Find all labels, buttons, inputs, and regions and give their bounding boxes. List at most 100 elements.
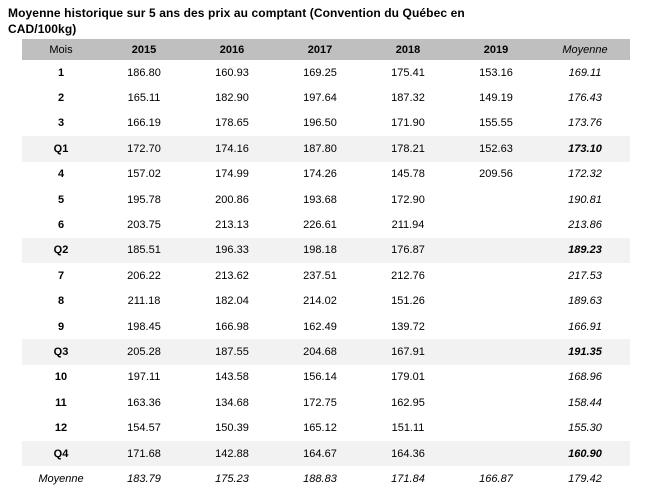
average-cell: 217.53 [568, 269, 602, 282]
value-cell: 171.90 [391, 117, 425, 130]
value-cell [452, 365, 540, 390]
table-row-1: 1 186.80 160.93 169.25 175.41 153.16 169.11 [22, 60, 630, 85]
value-cell: 157.02 [127, 168, 161, 181]
value-cell: 151.26 [391, 295, 425, 308]
row-label: Q1 [22, 136, 100, 162]
value-cell: 174.16 [188, 136, 276, 162]
value-cell: 172.70 [100, 136, 188, 162]
value-cell: 176.87 [364, 237, 452, 264]
average-cell: 166.91 [568, 320, 602, 333]
column-header-2015: 2015 [100, 39, 188, 60]
average-cell: 189.63 [568, 295, 602, 308]
table-row-3: 3 166.19 178.65 196.50 171.90 155.55 173.76 [22, 111, 630, 136]
value-cell: 198.18 [276, 237, 364, 264]
page-title-line2: CAD/100kg) [8, 21, 77, 36]
value-cell: 163.36 [127, 396, 161, 409]
value-cell: 197.64 [303, 92, 337, 105]
value-cell: 134.68 [215, 396, 249, 409]
average-cell: 190.81 [568, 193, 602, 206]
value-cell: 196.50 [303, 117, 337, 130]
row-label: 10 [54, 371, 68, 384]
page-title-line1: Moyenne historique sur 5 ans des prix au… [8, 6, 465, 20]
value-cell: 175.23 [215, 472, 249, 485]
value-cell: 237.51 [303, 269, 337, 282]
table-row-q2: Q2 185.51 196.33 198.18 176.87 189.23 [22, 237, 630, 264]
value-cell [452, 212, 540, 237]
average-cell: 160.90 [540, 440, 630, 467]
value-cell: 152.63 [452, 136, 540, 162]
value-cell: 206.22 [127, 269, 161, 282]
value-cell: 166.19 [127, 117, 161, 130]
value-cell [452, 339, 540, 365]
value-cell: 154.57 [127, 422, 161, 435]
table-row-q1: Q1 172.70 174.16 187.80 178.21 152.63 173.10 [22, 136, 630, 162]
value-cell: 150.39 [215, 422, 249, 435]
average-cell: 179.42 [568, 472, 602, 485]
row-label: 11 [55, 396, 67, 409]
row-label: 9 [57, 320, 65, 333]
row-label: Q3 [22, 339, 100, 365]
row-label: 12 [54, 422, 68, 435]
average-cell: 189.23 [540, 237, 630, 264]
table-row-10: 10 197.11 143.58 156.14 179.01 168.96 [22, 365, 630, 390]
row-label: 5 [57, 193, 65, 206]
column-header-2019: 2019 [452, 39, 540, 60]
value-cell: 143.58 [215, 371, 249, 384]
value-cell: 162.95 [391, 396, 425, 409]
value-cell: 200.86 [215, 193, 249, 206]
value-cell: 182.90 [215, 92, 249, 105]
value-cell: 213.13 [215, 219, 249, 232]
table-row-4: 4 157.02 174.99 174.26 145.78 209.56 172.32 [22, 162, 630, 187]
value-cell: 151.11 [391, 422, 425, 435]
table-row-12: 12 154.57 150.39 165.12 151.11 155.30 [22, 415, 630, 440]
value-cell: 175.41 [391, 66, 425, 79]
value-cell: 205.28 [100, 339, 188, 365]
value-cell [452, 440, 540, 467]
value-cell: 149.19 [479, 92, 513, 105]
average-cell: 169.11 [568, 66, 602, 79]
value-cell [452, 263, 540, 288]
column-header-2018: 2018 [364, 39, 452, 60]
column-header-2016: 2016 [188, 39, 276, 60]
table-row-5: 5 195.78 200.86 193.68 172.90 190.81 [22, 187, 630, 212]
average-cell: 158.44 [568, 396, 602, 409]
value-cell: 174.99 [215, 168, 249, 181]
average-cell: 191.35 [540, 339, 630, 365]
table-row-q3: Q3 205.28 187.55 204.68 167.91 191.35 [22, 339, 630, 365]
average-cell: 213.86 [568, 219, 602, 232]
row-label: 7 [57, 269, 65, 282]
column-header-mois: Mois [22, 39, 100, 60]
row-label: 6 [57, 219, 65, 232]
value-cell: 188.83 [303, 472, 337, 485]
value-cell: 211.94 [391, 219, 425, 232]
value-cell: 179.01 [391, 371, 425, 384]
value-cell: 172.75 [303, 396, 337, 409]
row-label: 3 [57, 117, 65, 130]
value-cell: 171.68 [100, 440, 188, 467]
value-cell: 226.61 [303, 219, 337, 232]
value-cell [452, 237, 540, 264]
table-row-7: 7 206.22 213.62 237.51 212.76 217.53 [22, 263, 630, 288]
value-cell [452, 187, 540, 212]
value-cell [452, 415, 540, 440]
value-cell: 165.11 [127, 92, 161, 105]
value-cell: 203.75 [127, 219, 161, 232]
value-cell: 169.25 [303, 66, 337, 79]
value-cell [452, 289, 540, 314]
table-row-8: 8 211.18 182.04 214.02 151.26 189.63 [22, 289, 630, 314]
average-cell: 168.96 [568, 371, 602, 384]
table-body: 1 186.80 160.93 169.25 175.41 153.16 169.11 2 16… [22, 60, 630, 492]
value-cell: 212.76 [391, 269, 425, 282]
value-cell: 164.36 [364, 440, 452, 467]
value-cell: 162.49 [303, 320, 337, 333]
value-cell: 213.62 [215, 269, 249, 282]
value-cell: 178.65 [215, 117, 249, 130]
page-title: Moyenne historique sur 5 ans des prix au… [8, 6, 652, 37]
value-cell: 197.11 [127, 371, 161, 384]
row-label: 4 [57, 168, 65, 181]
average-cell: 172.32 [568, 168, 602, 181]
value-cell [452, 314, 540, 339]
table-row-moyenne: Moyenne 183.79 175.23 188.83 171.84 166.87 179… [22, 466, 630, 491]
value-cell: 186.80 [127, 66, 161, 79]
average-cell: 173.10 [540, 136, 630, 162]
